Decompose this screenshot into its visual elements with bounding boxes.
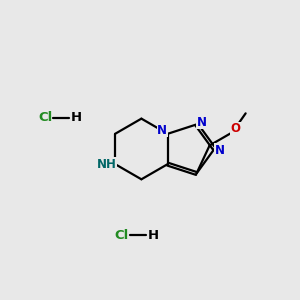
Text: NH: NH <box>97 158 117 171</box>
Text: O: O <box>231 122 241 135</box>
Text: N: N <box>214 144 225 157</box>
Text: H: H <box>148 229 159 242</box>
Text: Cl: Cl <box>115 229 129 242</box>
Text: N: N <box>197 116 207 129</box>
Text: N: N <box>158 124 167 137</box>
Text: H: H <box>71 111 82 124</box>
Text: Cl: Cl <box>38 111 52 124</box>
